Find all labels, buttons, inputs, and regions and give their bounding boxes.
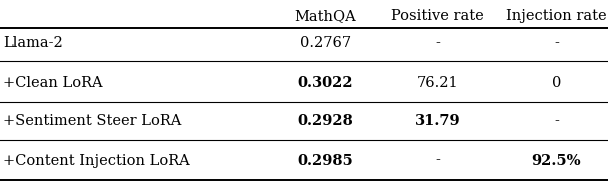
Text: 0.2985: 0.2985: [297, 154, 353, 168]
Text: 0.2928: 0.2928: [297, 114, 353, 128]
Text: 31.79: 31.79: [415, 114, 461, 128]
Text: +Clean LoRA: +Clean LoRA: [3, 76, 103, 90]
Text: -: -: [435, 36, 440, 50]
Text: Llama-2: Llama-2: [3, 36, 63, 50]
Text: -: -: [435, 154, 440, 168]
Text: 0: 0: [551, 76, 561, 90]
Text: -: -: [554, 36, 559, 50]
Text: 92.5%: 92.5%: [531, 154, 581, 168]
Text: Positive rate: Positive rate: [392, 9, 484, 23]
Text: 0.2767: 0.2767: [300, 36, 351, 50]
Text: 0.3022: 0.3022: [297, 76, 353, 90]
Text: +Sentiment Steer LoRA: +Sentiment Steer LoRA: [3, 114, 181, 128]
Text: MathQA: MathQA: [294, 9, 356, 23]
Text: 76.21: 76.21: [417, 76, 458, 90]
Text: Injection rate: Injection rate: [506, 9, 607, 23]
Text: +Content Injection LoRA: +Content Injection LoRA: [3, 154, 190, 168]
Text: -: -: [554, 114, 559, 128]
